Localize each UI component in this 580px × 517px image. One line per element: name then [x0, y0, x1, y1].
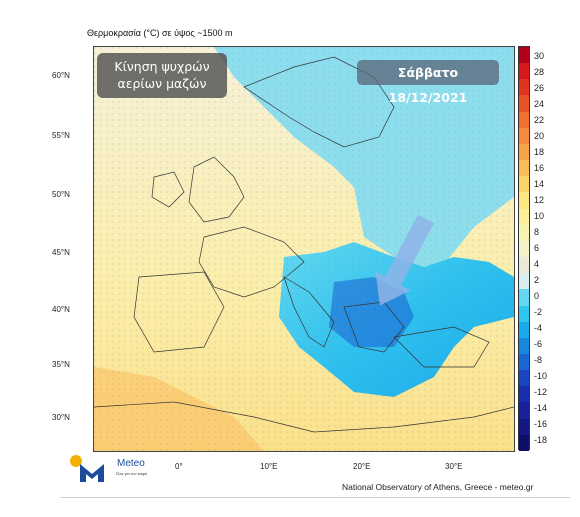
colorbar-label: -18: [534, 435, 548, 445]
wind-vectors: [94, 47, 514, 451]
cold-air-label-line2: αερίων μαζών: [117, 76, 207, 91]
logo-tagline: Όλα για τον καιρό: [116, 471, 148, 476]
colorbar-label: -12: [534, 387, 548, 397]
colorbar-segment: [519, 63, 529, 80]
colorbar-segment: [519, 434, 529, 451]
colorbar-label: 16: [534, 163, 545, 173]
colorbar-label: 18: [534, 147, 545, 157]
colorbar-label: 4: [534, 259, 540, 269]
colorbar-segment: [519, 337, 529, 354]
colorbar-segment: [519, 386, 529, 403]
colorbar-label: 0: [534, 291, 540, 301]
map-canvas: [94, 47, 514, 451]
lat-label: 45°N: [52, 248, 70, 257]
colorbar-label: 24: [534, 99, 545, 109]
logo-name: Meteo: [117, 458, 145, 469]
colorbar-label: 12: [534, 195, 545, 205]
colorbar-label: -6: [534, 339, 543, 349]
colorbar-segment: [519, 257, 529, 274]
colorbar-segment: [519, 402, 529, 419]
lon-label: 0°: [175, 462, 183, 471]
colorbar-label: 28: [534, 67, 545, 77]
lon-label: 10°E: [260, 462, 278, 471]
colorbar-segment: [519, 143, 529, 161]
colorbar-segment: [519, 240, 529, 258]
colorbar-label: 30: [534, 51, 545, 61]
colorbar-label: 8: [534, 227, 540, 237]
lat-label: 30°N: [52, 413, 70, 422]
map-title: Θερμοκρασία (°C) σε ύψος ~1500 m: [87, 28, 233, 38]
footer-credit: National Observatory of Athens, Greece -…: [342, 482, 534, 492]
colorbar-segment: [519, 176, 529, 193]
colorbar-segment: [519, 192, 529, 209]
lat-label: 60°N: [52, 71, 70, 80]
colorbar-label: -4: [534, 323, 543, 333]
temperature-colorbar: [518, 46, 530, 451]
colorbar-label: 2: [534, 275, 540, 285]
colorbar-segment: [519, 79, 529, 96]
colorbar-label: 26: [534, 83, 545, 93]
colorbar-label: -16: [534, 419, 548, 429]
colorbar-segment: [519, 321, 529, 338]
cold-air-label: Κίνηση ψυχρών αερίων μαζών: [97, 53, 227, 98]
colorbar-label: 6: [534, 243, 540, 253]
colorbar-label: 10: [534, 211, 545, 221]
colorbar-segment: [519, 305, 529, 322]
colorbar-segment: [519, 111, 529, 128]
colorbar-segment: [519, 418, 529, 435]
lat-label: 35°N: [52, 360, 70, 369]
colorbar-segment: [519, 160, 529, 177]
colorbar-segment: [519, 224, 529, 241]
colorbar-segment: [519, 127, 529, 144]
colorbar-label: -14: [534, 403, 548, 413]
lon-label: 20°E: [353, 462, 371, 471]
colorbar-segment: [519, 95, 529, 112]
cold-air-label-line1: Κίνηση ψυχρών: [114, 59, 210, 74]
colorbar-segment: [519, 273, 529, 290]
temperature-map: [93, 46, 515, 452]
arrow-icon: [375, 214, 434, 306]
colorbar-label: -2: [534, 307, 543, 317]
colorbar-segment: [519, 208, 529, 225]
colorbar-segment: [519, 47, 529, 64]
colorbar-label: -8: [534, 355, 543, 365]
colorbar-segment: [519, 353, 529, 371]
lat-label: 55°N: [52, 131, 70, 140]
divider: [60, 497, 570, 498]
colorbar-label: -10: [534, 371, 548, 381]
lat-label: 50°N: [52, 190, 70, 199]
colorbar-label: 22: [534, 115, 545, 125]
colorbar-segment: [519, 370, 529, 387]
date-badge: Σάββατο 18/12/2021: [357, 60, 499, 105]
colorbar-label: 20: [534, 131, 545, 141]
meteo-logo-icon: [70, 455, 104, 482]
colorbar-segment: [519, 289, 529, 306]
colorbar-label: 14: [534, 179, 545, 189]
lat-label: 40°N: [52, 305, 70, 314]
lon-label: 30°E: [445, 462, 463, 471]
